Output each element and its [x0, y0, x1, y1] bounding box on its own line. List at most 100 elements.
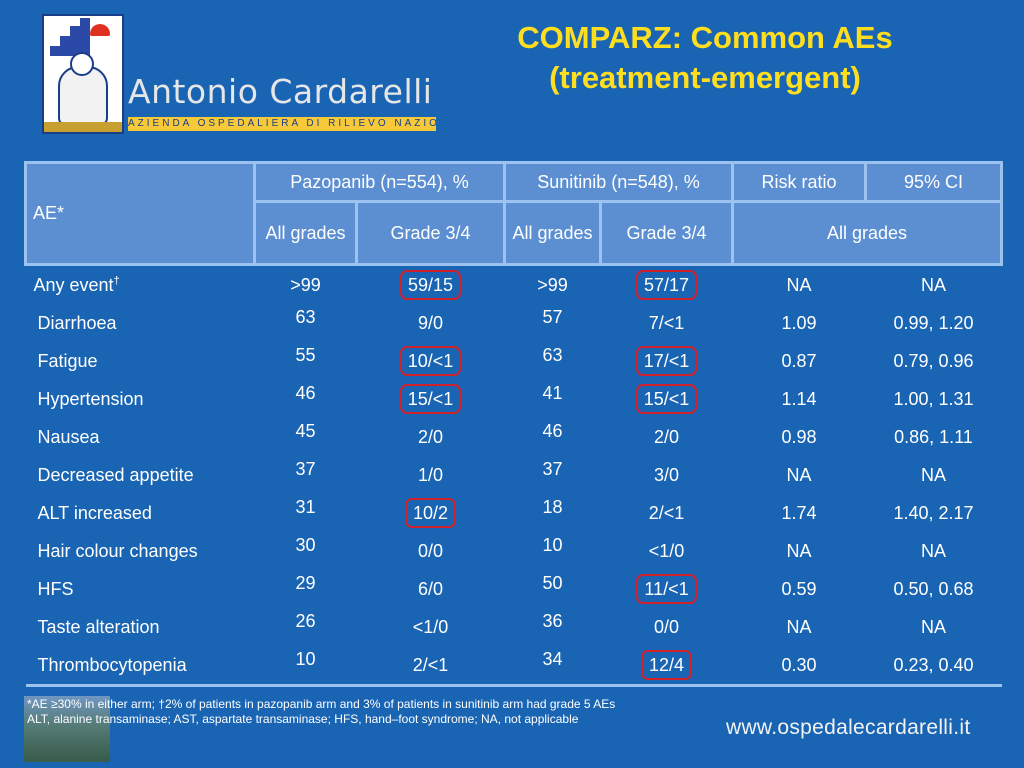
cell-sun-all: 10 [505, 532, 601, 570]
table-row: Any event† >99 59/15 >99 57/17 NA NA [26, 265, 1002, 305]
cell-paz-all: 55 [255, 342, 357, 380]
cell-value: 1.00, 1.31 [893, 389, 974, 409]
dagger-mark: † [113, 274, 120, 287]
cell-value: 63 [542, 345, 563, 365]
cell-value: 50 [542, 573, 563, 593]
ae-name: Thrombocytopenia [37, 654, 187, 675]
logo-name: Antonio Cardarelli [128, 72, 433, 111]
cell-sun-all: 57 [505, 304, 601, 342]
cell-paz-all: 30 [255, 532, 357, 570]
ae-name: Any event [33, 274, 114, 295]
cell-sun-all: 37 [505, 456, 601, 494]
cell-sun-g34: 7/<1 [601, 304, 733, 342]
slide-title: COMPARZ: Common AEs (treatment-emergent) [470, 18, 940, 98]
cell-value: 29 [295, 573, 316, 593]
highlighted-value: 15/<1 [635, 384, 698, 414]
cell-ci: 0.99, 1.20 [866, 304, 1002, 342]
cell-value: NA [921, 617, 947, 637]
ae-name-cell: Taste alteration [26, 608, 255, 646]
ae-name: Nausea [37, 426, 100, 447]
cell-value: >99 [537, 275, 568, 295]
footnote-line-2: ALT, alanine transaminase; AST, aspartat… [27, 712, 579, 726]
cell-rr: 0.98 [733, 418, 866, 456]
cell-rr: 0.59 [733, 570, 866, 608]
cell-value: 1.74 [781, 503, 817, 523]
cell-sun-all: 41 [505, 380, 601, 418]
header-paz-grade34: Grade 3/4 [355, 200, 506, 266]
cell-value: 1.40, 2.17 [893, 503, 974, 523]
cell-value: <1/0 [648, 541, 685, 561]
cell-paz-g34: 59/15 [357, 265, 505, 305]
cell-value: 18 [542, 497, 563, 517]
cell-paz-all: 10 [254, 646, 357, 687]
cell-sun-g34: 2/<1 [601, 494, 733, 532]
cell-value: 57 [542, 307, 563, 327]
table-row: Taste alteration 26 <1/0 36 0/0 NA NA [26, 608, 1002, 646]
ae-name-cell: Hair colour changes [26, 532, 255, 570]
cell-value: 46 [295, 383, 316, 403]
cell-value: 6/0 [417, 579, 444, 599]
header-ae: AE* [24, 161, 256, 266]
cell-value: 46 [542, 421, 563, 441]
table-row: HFS 29 6/0 50 11/<1 0.59 0.50, 0.68 [26, 570, 1002, 608]
highlighted-value: 57/17 [635, 270, 698, 300]
cell-rr: 1.14 [733, 380, 866, 418]
header-sunitinib: Sunitinib (n=548), % [502, 161, 735, 203]
website-url[interactable]: www.ospedalecardarelli.it [726, 716, 971, 739]
highlighted-value: 10/<1 [399, 346, 462, 376]
cell-sun-all: 50 [505, 570, 601, 608]
table-row: Thrombocytopenia 10 2/<1 34 12/4 0.30 0.23, 0.… [25, 646, 1002, 687]
cell-sun-g34: 0/0 [601, 608, 733, 646]
cell-value: 1.14 [781, 389, 817, 409]
cell-value: 63 [295, 307, 316, 327]
cell-value: NA [921, 465, 947, 485]
cell-sun-all: 46 [505, 418, 601, 456]
ae-name-cell: Diarrhoea [26, 304, 255, 342]
header-sun-all-grades: All grades [503, 200, 602, 266]
ae-name-cell: HFS [26, 570, 255, 608]
cell-sun-g34: 11/<1 [601, 570, 733, 608]
cell-value: 2/<1 [648, 503, 685, 523]
cell-value: NA [786, 465, 812, 485]
cell-value: 2/0 [417, 427, 444, 447]
cell-value: 37 [542, 459, 563, 479]
cell-sun-g34: 3/0 [601, 456, 733, 494]
cell-rr: 0.30 [732, 646, 866, 687]
highlighted-value: 12/4 [640, 650, 693, 680]
cell-ci: 0.86, 1.11 [866, 418, 1002, 456]
cell-sun-all: >99 [505, 265, 601, 305]
ae-name-cell: Any event† [26, 265, 255, 305]
cell-value: 0.87 [781, 351, 817, 371]
highlighted-value: 15/<1 [399, 384, 462, 414]
cell-value: NA [786, 617, 812, 637]
cell-paz-g34: 2/0 [357, 418, 505, 456]
cell-rr: 1.74 [733, 494, 866, 532]
cell-sun-g34: 15/<1 [601, 380, 733, 418]
ae-name-cell: Decreased appetite [26, 456, 255, 494]
cell-value: NA [786, 541, 812, 561]
cell-value: NA [921, 541, 947, 561]
cell-sun-g34: 17/<1 [601, 342, 733, 380]
cell-value: 0.23, 0.40 [893, 655, 974, 675]
cell-value: 2/0 [653, 427, 680, 447]
cell-rr: NA [733, 608, 866, 646]
footnotes: *AE ≥30% in either arm; †2% of patients … [27, 697, 747, 727]
cell-value: 34 [542, 649, 563, 669]
highlighted-value: 11/<1 [636, 574, 697, 604]
ae-name-cell: Thrombocytopenia [25, 646, 255, 687]
cell-rr: 1.09 [733, 304, 866, 342]
adverse-events-table: AE* Pazopanib (n=554), % Sunitinib (n=54… [24, 161, 1004, 687]
cell-value: 45 [295, 421, 316, 441]
cell-paz-g34: <1/0 [357, 608, 505, 646]
cell-paz-all: 29 [255, 570, 357, 608]
cell-ci: NA [866, 532, 1002, 570]
cell-value: 0.99, 1.20 [893, 313, 974, 333]
header-all-grades-span: All grades [731, 200, 1004, 266]
cell-value: 1/0 [417, 465, 444, 485]
ae-name: HFS [37, 578, 74, 599]
logo-emblem-icon [42, 14, 124, 134]
title-line-1: COMPARZ: Common AEs [517, 20, 893, 55]
cell-value: 37 [295, 459, 316, 479]
cell-value: 0.79, 0.96 [893, 351, 974, 371]
